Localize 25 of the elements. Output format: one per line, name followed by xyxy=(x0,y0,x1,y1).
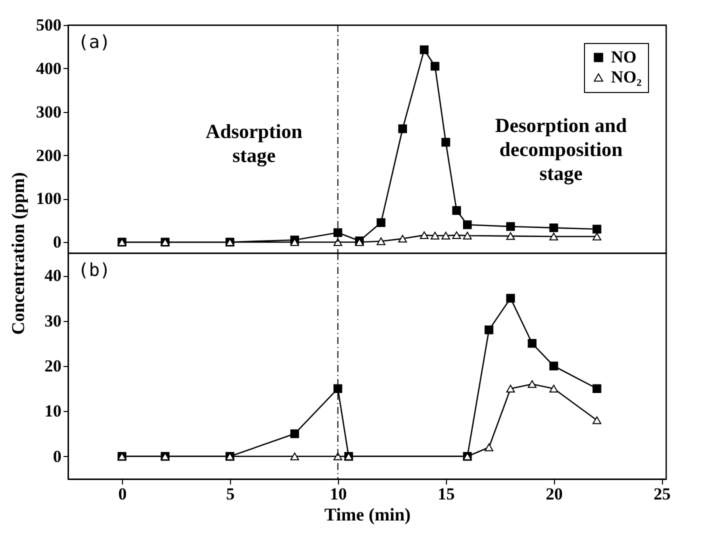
legend-label: NO xyxy=(611,48,636,66)
x-tick-label: 20 xyxy=(546,484,563,504)
x-tick-label: 5 xyxy=(226,484,235,504)
y-tick-label: 500 xyxy=(36,16,62,34)
y-tick-label: 30 xyxy=(44,311,62,330)
y-tick-label: 0 xyxy=(53,232,62,252)
x-tick-label: 0 xyxy=(118,484,127,504)
x-tick-label: 15 xyxy=(438,484,455,504)
y-tick-label: 300 xyxy=(36,102,62,122)
y-tick-label: 100 xyxy=(36,189,62,208)
y-tick-label: 200 xyxy=(36,146,62,165)
y-axis-title: Concentration (ppm) xyxy=(8,172,28,335)
x-tick-label: 25 xyxy=(654,484,671,504)
y-tick-label: 400 xyxy=(36,58,62,78)
y-tick-label: 0 xyxy=(53,446,62,466)
annotation: (a) xyxy=(78,32,111,53)
legend-label: NO₂ xyxy=(611,68,642,86)
y-tick-label: 10 xyxy=(44,402,62,421)
x-axis-title: Time (min) xyxy=(324,504,411,524)
annotation: Adsorption stage xyxy=(206,121,302,167)
annotation: Desorption and decomposition stage xyxy=(495,115,627,185)
x-tick-label: 10 xyxy=(330,484,347,504)
y-tick-label: 20 xyxy=(44,356,62,376)
annotation: (b) xyxy=(78,260,111,281)
y-tick-label: 40 xyxy=(44,266,62,286)
